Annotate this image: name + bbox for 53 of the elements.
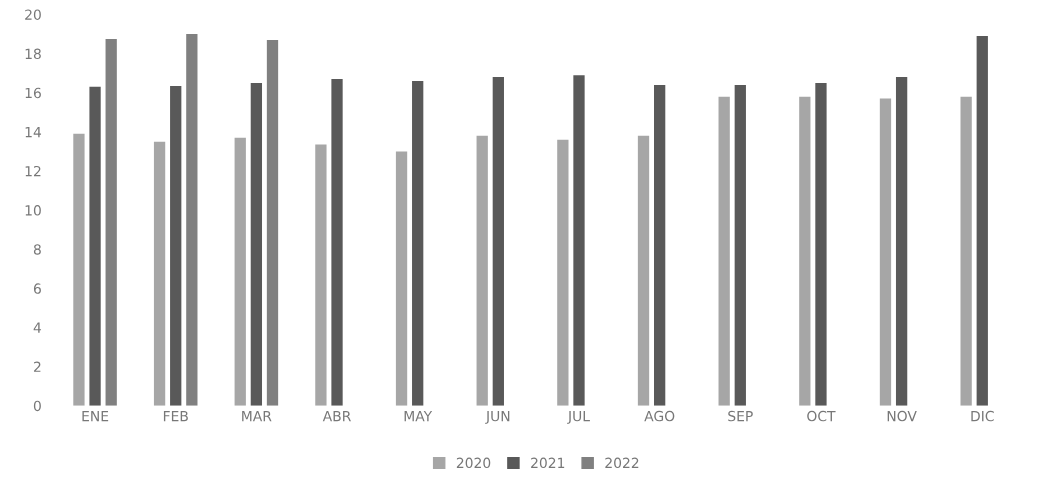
bar (331, 79, 343, 406)
x-tick-label: NOV (887, 410, 917, 422)
y-tick-label: 16 (25, 87, 41, 99)
bar (799, 96, 811, 406)
bar (170, 85, 182, 406)
bar (573, 75, 585, 406)
x-tick-label: ENE (82, 411, 109, 422)
y-tick-label: 10 (25, 205, 41, 216)
legend-label: 2021 (531, 457, 565, 469)
legend-label: 2022 (605, 457, 639, 469)
bar (315, 144, 327, 406)
bar (105, 38, 117, 406)
bar (557, 139, 569, 406)
bar (153, 141, 166, 406)
x-tick-label: DIC (971, 410, 994, 422)
bar (654, 84, 666, 406)
bar (186, 34, 198, 406)
x-tick-label: MAY (404, 411, 433, 422)
bar (234, 137, 246, 406)
y-tick-label: 14 (25, 127, 42, 138)
bar (734, 84, 746, 406)
x-tick-label: MAR (242, 411, 272, 422)
bar (395, 151, 408, 406)
x-tick-label: JUN (485, 411, 510, 424)
y-tick-label: 8 (33, 244, 41, 255)
bar (976, 36, 988, 406)
x-tick-label: ABR (322, 411, 351, 422)
bar (718, 96, 730, 406)
bar (879, 98, 892, 406)
bar (476, 135, 488, 406)
bar (89, 86, 101, 406)
x-tick-label: AGO (644, 410, 675, 422)
y-tick-label: 18 (25, 48, 41, 60)
bar (266, 39, 279, 406)
y-tick-label: 0 (33, 400, 41, 412)
bar (895, 77, 908, 406)
x-tick-label: OCT (807, 410, 836, 422)
y-tick-label: 2 (33, 361, 41, 372)
bar (73, 133, 85, 406)
x-tick-label: SEP (728, 410, 753, 422)
bar (960, 96, 972, 406)
bar (412, 81, 424, 406)
y-tick-label: 20 (25, 9, 41, 20)
legend-label: 2020 (456, 457, 491, 469)
bar (815, 82, 827, 406)
x-tick-label: JUL (567, 411, 590, 424)
y-tick-label: 12 (25, 165, 41, 177)
bar (250, 82, 263, 406)
y-tick-label: 6 (33, 283, 41, 294)
y-tick-label: 4 (33, 322, 42, 333)
bar (637, 135, 650, 406)
bar (492, 77, 504, 406)
x-tick-label: FEB (163, 411, 188, 422)
